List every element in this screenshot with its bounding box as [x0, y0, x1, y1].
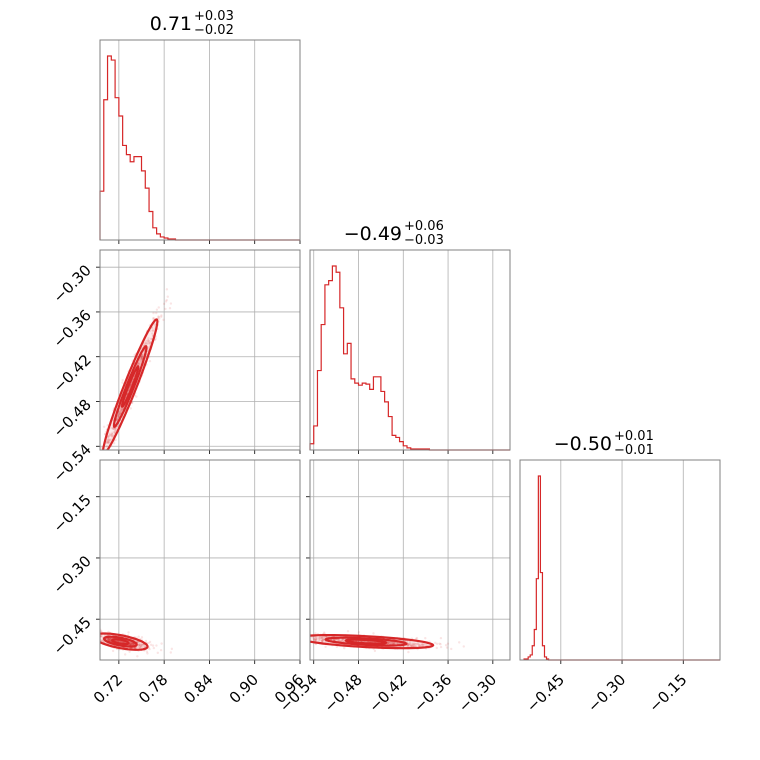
- panel-background: [520, 460, 720, 660]
- panel-frame: [309, 249, 511, 451]
- panel-background: [100, 250, 300, 450]
- tick-label-x: 0.90: [226, 671, 262, 707]
- tick-label-y: −0.15: [50, 491, 95, 536]
- contour-line: [102, 635, 138, 648]
- contour-fill: [122, 366, 139, 407]
- scatter-cloud: [310, 630, 465, 654]
- histogram-panel-1: 0.71 +0.03−0.02: [99, 9, 301, 244]
- panel-title-minus: −0.02: [194, 23, 234, 38]
- panel-title-minus: −0.01: [614, 443, 654, 458]
- contour-line: [344, 638, 388, 645]
- panel-background: [100, 460, 300, 660]
- tick-label-y: −0.54: [50, 440, 95, 485]
- panel-title-plus: +0.06: [404, 219, 444, 234]
- tick-label-x: −0.30: [455, 671, 500, 716]
- tick-label-y: −0.30: [50, 552, 95, 597]
- tick-label-y: −0.30: [50, 261, 95, 306]
- panel-frame: [309, 459, 511, 661]
- contour-line: [110, 638, 130, 646]
- panel-background: [100, 40, 300, 240]
- contour-line: [324, 636, 408, 647]
- contour-line: [100, 632, 149, 651]
- panel-frame: [99, 249, 301, 451]
- contour-line: [310, 633, 435, 650]
- panel-title-plus: +0.01: [614, 429, 654, 444]
- panel-title-median: −0.50: [554, 433, 612, 455]
- scatter-cloud: [100, 288, 173, 450]
- panel-frame: [99, 459, 301, 661]
- panel-title-median: −0.49: [344, 223, 402, 245]
- tick-label-y: −0.48: [50, 396, 95, 441]
- scatter-panel-2-1: −0.54−0.48−0.42−0.36−0.30: [50, 249, 301, 486]
- scatter-cloud: [100, 628, 174, 658]
- panel-title-median: 0.71: [150, 13, 192, 35]
- tick-label-x: −0.30: [584, 671, 629, 716]
- panel-title-minus: −0.03: [404, 233, 444, 248]
- panels: 0.71 +0.03−0.02−0.49 +0.06−0.03−0.45 −0.30−…: [50, 9, 721, 716]
- contour-line: [120, 365, 140, 408]
- histogram-step: [99, 55, 300, 241]
- panel-title-plus: +0.03: [194, 9, 234, 24]
- contour-fill: [112, 639, 129, 645]
- tick-label-y: −0.42: [50, 351, 95, 396]
- tick-label-x: 0.84: [180, 671, 216, 707]
- tick-label-x: −0.45: [523, 671, 568, 716]
- contour-line: [101, 318, 159, 450]
- tick-label-x: −0.15: [645, 671, 690, 716]
- histogram-panel-3: −0.45 −0.30 −0.15 −0.50 +0.01−0.01: [519, 429, 721, 716]
- panel-frame: [99, 39, 301, 241]
- panel-frame: [519, 459, 721, 661]
- tick-label-y: −0.45: [50, 613, 95, 658]
- contour-line: [112, 345, 148, 428]
- histogram-panel-2: −0.49 +0.06−0.03: [309, 219, 511, 454]
- tick-label-x: 0.72: [90, 671, 126, 707]
- tick-label-x: −0.36: [410, 671, 455, 716]
- scatter-panel-3-2: −0.54 −0.48 −0.42 −0.36 −0.30: [276, 459, 511, 716]
- tick-label-x: −0.42: [365, 671, 410, 716]
- tick-label-x: 0.78: [135, 671, 171, 707]
- tick-label-x: −0.48: [321, 671, 366, 716]
- panel-background: [310, 460, 510, 660]
- scatter-panel-3-1: −0.45−0.30−0.150.72 0.78 0.84 0.90 0.96: [50, 459, 307, 707]
- tick-label-y: −0.36: [50, 306, 95, 351]
